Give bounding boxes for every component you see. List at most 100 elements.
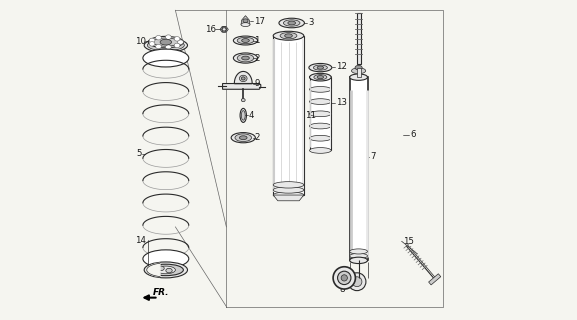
Bar — [309, 77, 331, 150]
Ellipse shape — [350, 257, 368, 264]
Ellipse shape — [309, 123, 331, 129]
Ellipse shape — [240, 108, 246, 123]
Text: 14: 14 — [135, 236, 146, 245]
Ellipse shape — [309, 63, 332, 72]
Ellipse shape — [350, 249, 368, 254]
Ellipse shape — [241, 99, 245, 102]
Ellipse shape — [166, 45, 171, 49]
Polygon shape — [273, 195, 304, 201]
Ellipse shape — [160, 39, 171, 45]
Text: 8: 8 — [339, 285, 345, 294]
Text: 3: 3 — [308, 19, 314, 28]
Ellipse shape — [156, 44, 162, 49]
Ellipse shape — [242, 56, 249, 60]
Ellipse shape — [178, 40, 183, 44]
Ellipse shape — [273, 182, 304, 188]
Text: 13: 13 — [336, 98, 347, 107]
Bar — [357, 13, 361, 64]
Ellipse shape — [273, 187, 304, 193]
Ellipse shape — [241, 111, 245, 120]
Ellipse shape — [313, 65, 327, 70]
Ellipse shape — [309, 99, 331, 104]
Ellipse shape — [143, 49, 189, 67]
Ellipse shape — [158, 266, 164, 270]
Polygon shape — [222, 27, 227, 32]
Text: 17: 17 — [254, 17, 265, 26]
Ellipse shape — [241, 23, 250, 27]
Bar — [357, 68, 361, 77]
Ellipse shape — [350, 258, 368, 263]
Ellipse shape — [222, 28, 226, 31]
Ellipse shape — [348, 273, 366, 291]
Text: 5: 5 — [136, 149, 142, 158]
Ellipse shape — [309, 135, 331, 141]
Ellipse shape — [280, 33, 297, 39]
Ellipse shape — [239, 75, 247, 82]
Ellipse shape — [288, 21, 295, 25]
Ellipse shape — [309, 148, 331, 153]
Text: 12: 12 — [336, 62, 347, 71]
Ellipse shape — [144, 38, 188, 52]
Ellipse shape — [273, 31, 304, 40]
Ellipse shape — [166, 268, 172, 273]
Ellipse shape — [144, 262, 188, 278]
Polygon shape — [220, 27, 228, 32]
Ellipse shape — [341, 275, 347, 281]
Ellipse shape — [309, 74, 331, 80]
Ellipse shape — [231, 132, 256, 143]
Ellipse shape — [237, 37, 254, 44]
Polygon shape — [429, 274, 441, 285]
Text: FR.: FR. — [153, 288, 170, 297]
Ellipse shape — [284, 34, 293, 38]
Ellipse shape — [355, 65, 362, 70]
Text: 1: 1 — [254, 36, 260, 45]
Ellipse shape — [283, 20, 300, 26]
Bar — [273, 36, 304, 195]
Ellipse shape — [338, 271, 351, 284]
Ellipse shape — [149, 38, 155, 43]
Polygon shape — [234, 71, 252, 84]
Text: 9: 9 — [254, 79, 260, 88]
Text: 15: 15 — [403, 237, 414, 246]
Ellipse shape — [279, 18, 305, 28]
Ellipse shape — [148, 264, 183, 276]
Ellipse shape — [174, 36, 180, 41]
Ellipse shape — [241, 77, 245, 80]
Ellipse shape — [317, 66, 324, 69]
Ellipse shape — [243, 19, 248, 23]
Ellipse shape — [352, 277, 362, 287]
Ellipse shape — [147, 40, 184, 51]
Ellipse shape — [309, 86, 331, 92]
Text: 7: 7 — [370, 152, 376, 161]
Ellipse shape — [156, 266, 175, 274]
Polygon shape — [147, 263, 160, 276]
Ellipse shape — [166, 35, 171, 39]
Ellipse shape — [174, 43, 180, 48]
Ellipse shape — [309, 111, 331, 117]
Bar — [350, 77, 368, 260]
Ellipse shape — [350, 74, 368, 80]
Ellipse shape — [317, 76, 324, 79]
Ellipse shape — [239, 136, 247, 140]
Text: 11: 11 — [305, 111, 316, 120]
Text: 6: 6 — [410, 130, 415, 139]
Text: 16: 16 — [205, 25, 216, 34]
Ellipse shape — [143, 250, 189, 268]
Text: 2: 2 — [254, 53, 260, 62]
Ellipse shape — [235, 134, 252, 141]
Ellipse shape — [309, 73, 331, 81]
Ellipse shape — [233, 36, 257, 45]
Polygon shape — [223, 84, 261, 89]
Ellipse shape — [333, 267, 355, 289]
Ellipse shape — [237, 54, 254, 62]
Text: 2: 2 — [254, 133, 260, 142]
Ellipse shape — [148, 36, 183, 48]
Ellipse shape — [314, 75, 327, 80]
Ellipse shape — [233, 53, 257, 63]
Ellipse shape — [351, 68, 366, 74]
Ellipse shape — [242, 39, 249, 43]
Ellipse shape — [153, 38, 178, 46]
Ellipse shape — [273, 192, 304, 198]
Polygon shape — [241, 16, 250, 25]
Ellipse shape — [350, 253, 368, 259]
